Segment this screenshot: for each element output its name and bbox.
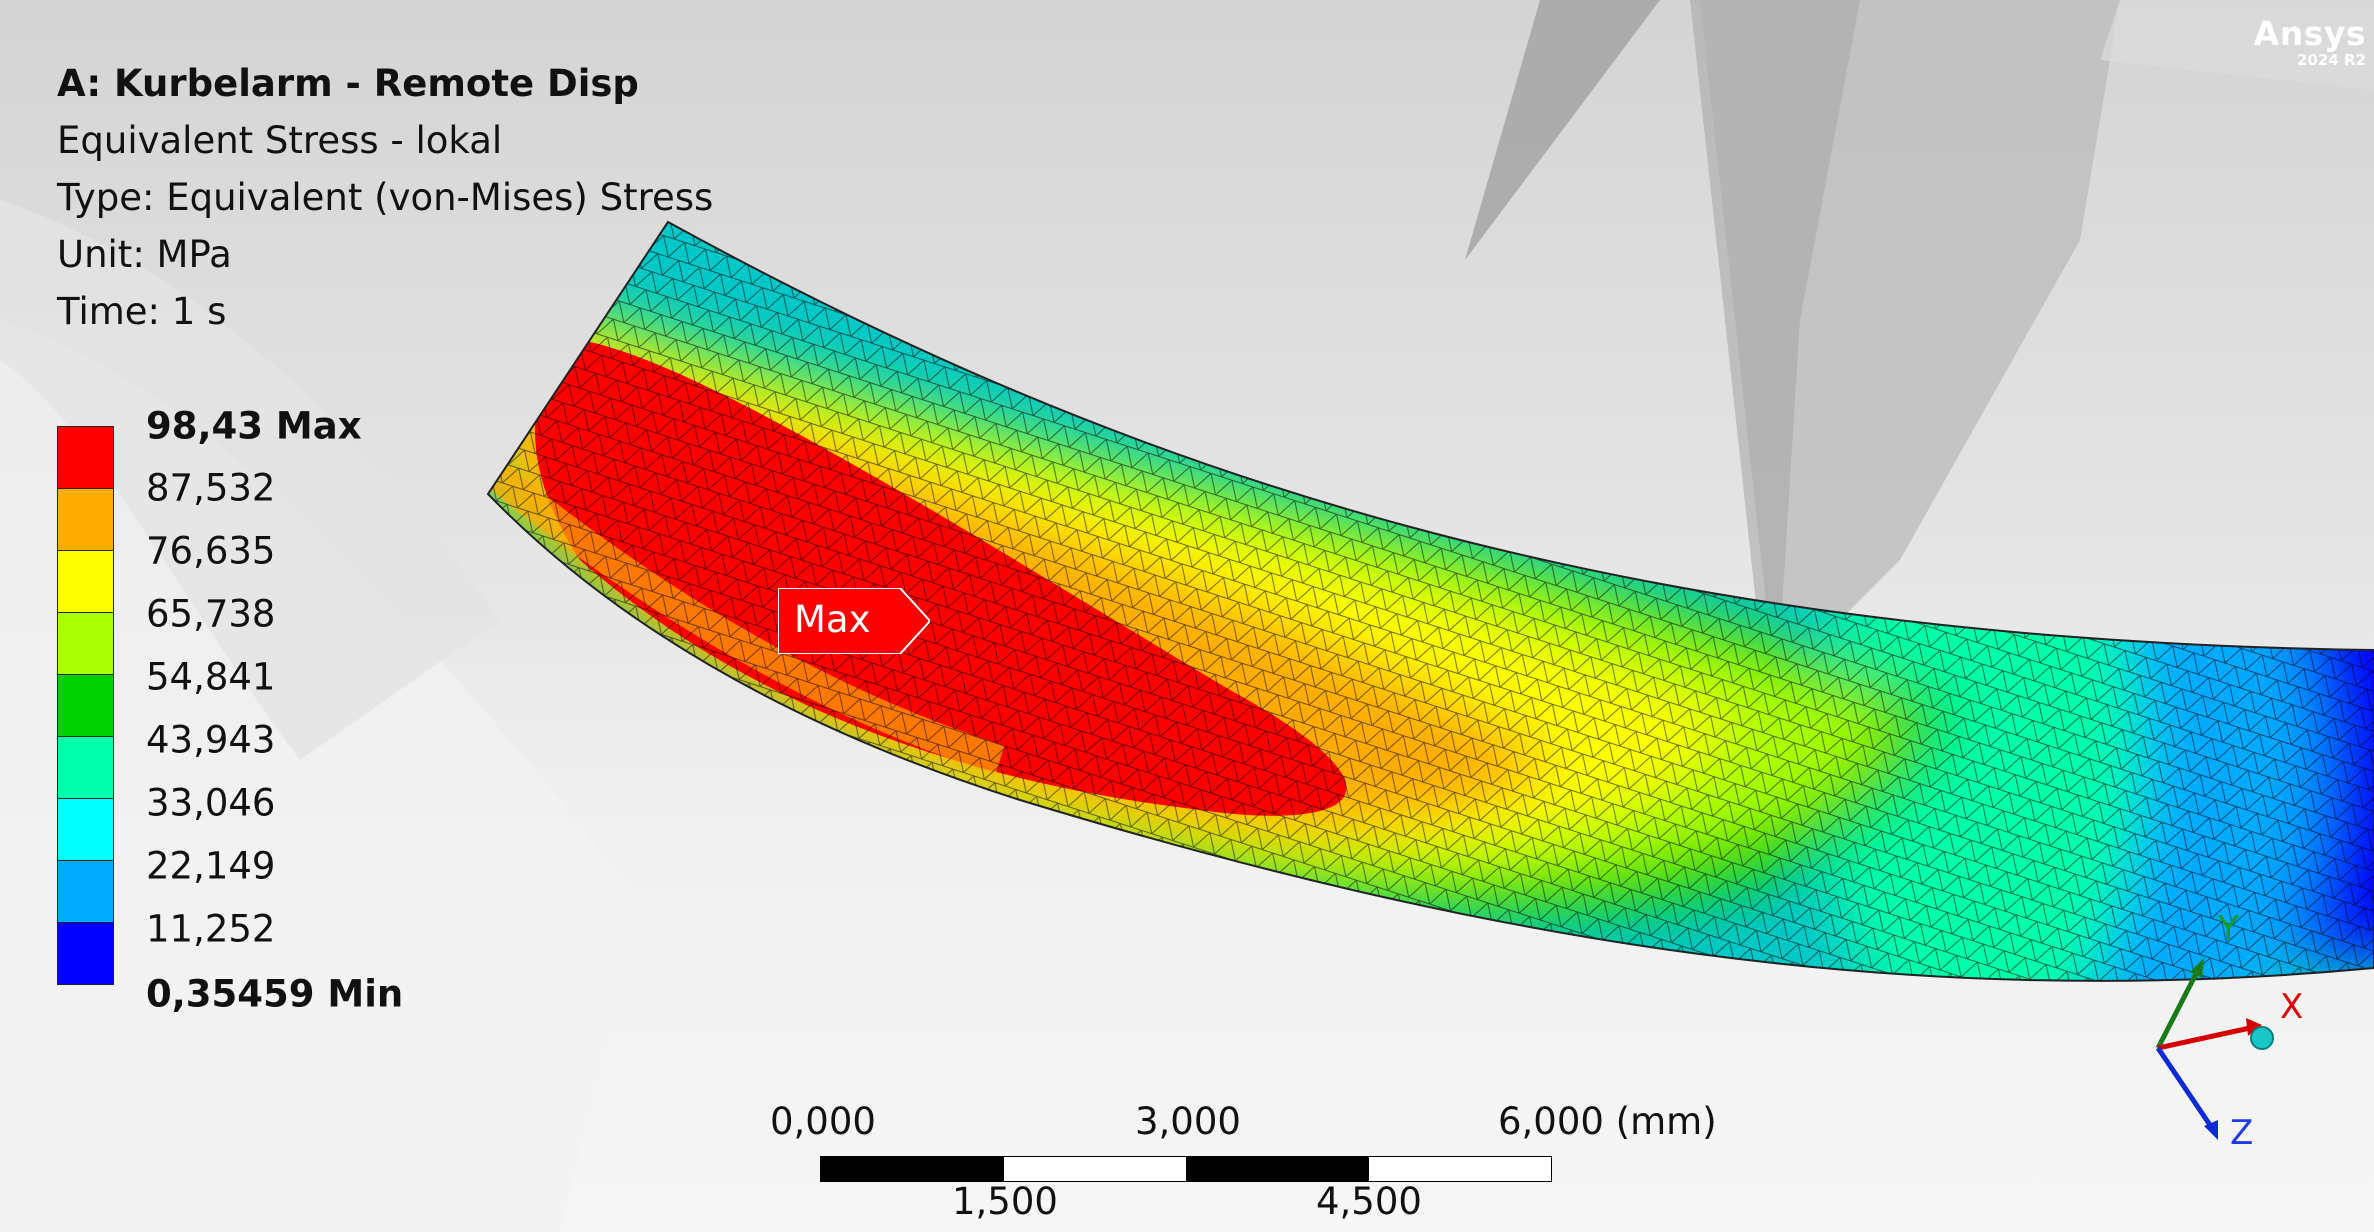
legend-level: 43,943 — [146, 718, 276, 762]
triad-y-label: Y — [2217, 909, 2239, 949]
ansys-logo: Ansys 2024 R2 — [2253, 14, 2366, 69]
legend-level: 76,635 — [146, 529, 276, 573]
logo-name: Ansys — [2253, 14, 2366, 53]
legend-level: 54,841 — [146, 655, 276, 699]
max-probe-tag[interactable]: Max — [778, 588, 930, 654]
legend-swatch — [57, 736, 114, 798]
triad-x-label: X — [2280, 987, 2303, 1027]
scale-tick-label: 0,000 — [770, 1100, 876, 1143]
legend-level: 65,738 — [146, 592, 276, 636]
stress-contour[interactable] — [400, 150, 2374, 1060]
legend-min-label: 0,35459 Min — [146, 972, 404, 1016]
legend-swatch — [57, 798, 114, 860]
legend-swatch — [57, 550, 114, 612]
legend-swatch — [57, 674, 114, 736]
max-probe-label: Max — [794, 598, 871, 641]
result-title: A: Kurbelarm - Remote Disp — [57, 62, 639, 105]
legend-swatch — [57, 612, 114, 674]
legend-level: 11,252 — [146, 907, 276, 951]
legend-level: 33,046 — [146, 781, 276, 825]
legend-level: 22,149 — [146, 844, 276, 888]
axis-triad[interactable]: Y X Z — [2120, 900, 2374, 1180]
legend-swatch — [57, 860, 114, 922]
triad-z-label: Z — [2230, 1113, 2253, 1153]
result-name: Equivalent Stress - lokal — [57, 119, 503, 162]
arm-outline — [486, 220, 2374, 982]
legend-level: 87,532 — [146, 466, 276, 510]
legend-swatch — [57, 426, 114, 488]
scale-tick-label: 6,000 (mm) — [1498, 1100, 1717, 1143]
legend-color-bar — [57, 426, 114, 985]
scale-tick-label: 1,500 — [952, 1180, 1058, 1223]
result-time: Time: 1 s — [57, 290, 227, 333]
result-type: Type: Equivalent (von-Mises) Stress — [57, 176, 714, 219]
legend-max-label: 98,43 Max — [146, 404, 362, 448]
scale-tick-label: 3,000 — [1135, 1100, 1241, 1143]
legend-swatch — [57, 488, 114, 550]
legend-swatch — [57, 922, 114, 985]
result-unit: Unit: MPa — [57, 233, 232, 276]
logo-version: 2024 R2 — [2297, 51, 2366, 69]
scale-tick-label: 4,500 — [1316, 1180, 1422, 1223]
scale-bar — [820, 1156, 1552, 1182]
